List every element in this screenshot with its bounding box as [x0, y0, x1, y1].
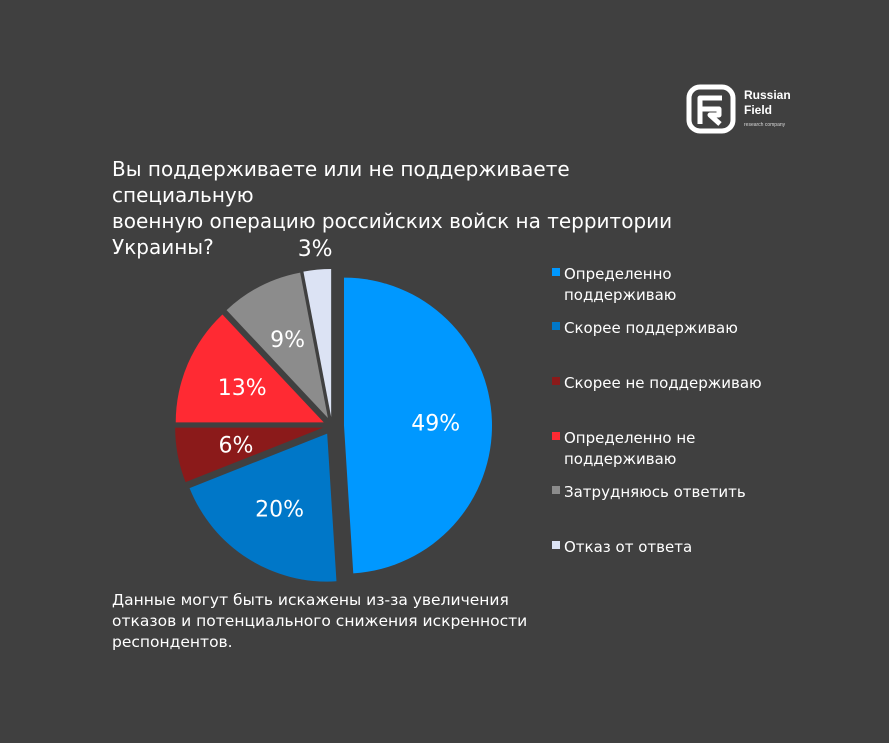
pie-slice [175, 427, 324, 483]
slice-value-label: 20% [255, 498, 304, 523]
pie-slice [175, 314, 324, 423]
legend-swatch [552, 377, 560, 385]
legend-label: Скорее не поддерживаю [564, 374, 762, 392]
legend-label: Затрудняюсь ответить [564, 483, 746, 501]
chart-title: Вы поддерживаете или не поддерживаете сп… [112, 157, 673, 259]
pie-slice [303, 269, 332, 418]
legend-label: Определенно поддерживаю [564, 265, 677, 304]
logo-mark-icon [686, 84, 736, 134]
slice-value-label: 6% [218, 433, 253, 458]
legend-swatch [552, 541, 560, 549]
russian-field-logo: Russian Field research company [686, 84, 816, 138]
pie-slice [226, 272, 328, 418]
legend-item: Скорее не поддерживаю [552, 373, 832, 394]
pie-slice [343, 277, 492, 574]
logo-tagline: research company [744, 122, 786, 128]
legend-item: Определенно не поддерживаю [552, 428, 832, 470]
legend-item: Определенно поддерживаю [552, 264, 832, 306]
data-disclaimer: Данные могут быть искажены из-за увеличе… [112, 591, 528, 651]
slice-value-label: 13% [218, 376, 267, 401]
legend-swatch [552, 322, 560, 330]
legend-swatch [552, 432, 560, 440]
legend-item: Скорее поддерживаю [552, 318, 832, 339]
logo-text: Russian Field [744, 88, 791, 117]
legend-label: Отказ от ответа [564, 538, 693, 556]
legend-item: Затрудняюсь ответить [552, 482, 832, 503]
slice-value-label: 49% [411, 412, 460, 437]
slice-value-label: 9% [270, 328, 305, 353]
legend-label: Скорее поддерживаю [564, 319, 738, 337]
legend-label: Определенно не поддерживаю [564, 429, 696, 468]
slice-value-label: 3% [298, 237, 333, 262]
legend-item: Отказ от ответа [552, 537, 832, 558]
legend-swatch [552, 268, 560, 276]
legend-swatch [552, 486, 560, 494]
pie-slice [189, 433, 337, 582]
